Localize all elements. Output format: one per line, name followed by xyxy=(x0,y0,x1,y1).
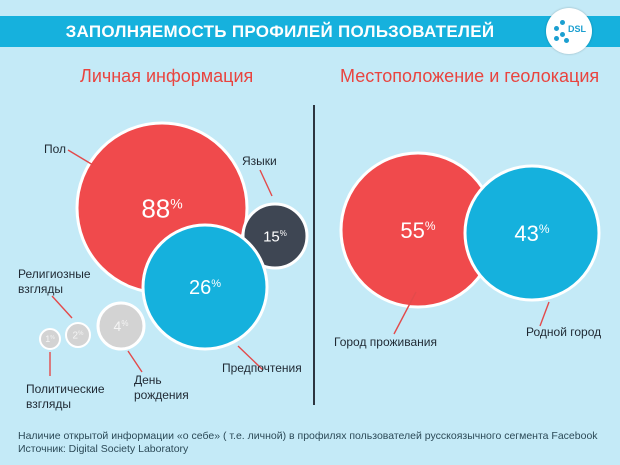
bubble-0-5 xyxy=(96,301,146,351)
bubble-0-3 xyxy=(65,322,91,348)
value-label-layer: 88% 15% 26% 2% 1% 4% 55% 43% xyxy=(45,193,550,344)
value-label-0-4: 1% xyxy=(45,334,55,344)
bubble-layer xyxy=(39,121,601,351)
label-religious: Религиозные взгляды xyxy=(18,267,91,297)
section-title-location: Местоположение и геолокация xyxy=(340,66,600,86)
label-languages: Языки xyxy=(242,154,277,168)
logo-text: DSL xyxy=(568,24,586,34)
leader-line-0-1 xyxy=(259,169,273,197)
bubble-0-4 xyxy=(39,328,61,350)
value-label-1-0: 55% xyxy=(400,218,435,243)
section-divider xyxy=(313,105,315,405)
label-religious-line1: Религиозные xyxy=(18,267,91,281)
label-city: Город проживания xyxy=(334,335,437,349)
footer-note: Наличие открытой информации «о себе» ( т… xyxy=(18,430,598,456)
label-political-line1: Политические xyxy=(26,382,105,396)
label-birthday: День рождения xyxy=(134,373,189,403)
label-hometown: Родной город xyxy=(526,325,602,339)
label-religious-line2: взгляды xyxy=(18,282,63,296)
leader-line-1-1 xyxy=(539,301,550,327)
value-label-0-1: 15% xyxy=(263,228,287,245)
value-label-0-3: 2% xyxy=(73,331,85,342)
bubble-0-2 xyxy=(141,223,269,351)
value-label-0-0: 88% xyxy=(141,193,182,223)
value-label-1-1: 43% xyxy=(514,221,549,246)
bubble-0-1 xyxy=(241,202,309,270)
label-preferences: Предпочтения xyxy=(222,361,302,375)
section-title-personal: Личная информация xyxy=(80,66,254,86)
label-gender: Пол xyxy=(44,142,67,156)
title-banner: ЗАПОЛНЯЕМОСТЬ ПРОФИЛЕЙ ПОЛЬЗОВАТЕЛЕЙ xyxy=(0,16,620,47)
leader-line-0-3 xyxy=(237,345,264,371)
label-political-line2: взгляды xyxy=(26,397,71,411)
bubble-1-1 xyxy=(463,164,601,302)
value-label-0-2: 26% xyxy=(189,277,221,299)
page-title: ЗАПОЛНЯЕМОСТЬ ПРОФИЛЕЙ ПОЛЬЗОВАТЕЛЕЙ xyxy=(65,22,495,41)
label-birthday-line1: День xyxy=(134,373,162,387)
label-political: Политические взгляды xyxy=(26,382,105,412)
footer-source: Источник: Digital Society Laboratory xyxy=(18,443,189,455)
footer-description: Наличие открытой информации «о себе» ( т… xyxy=(18,430,598,442)
leader-line-layer xyxy=(49,149,550,376)
value-label-0-5: 4% xyxy=(114,318,129,334)
leader-line-0-0 xyxy=(67,149,94,166)
leader-line-0-2 xyxy=(51,295,73,319)
leader-line-0-5 xyxy=(127,350,143,373)
label-birthday-line2: рождения xyxy=(134,388,189,402)
leader-line-1-0 xyxy=(393,291,417,335)
dsl-logo: DSL xyxy=(546,8,592,54)
